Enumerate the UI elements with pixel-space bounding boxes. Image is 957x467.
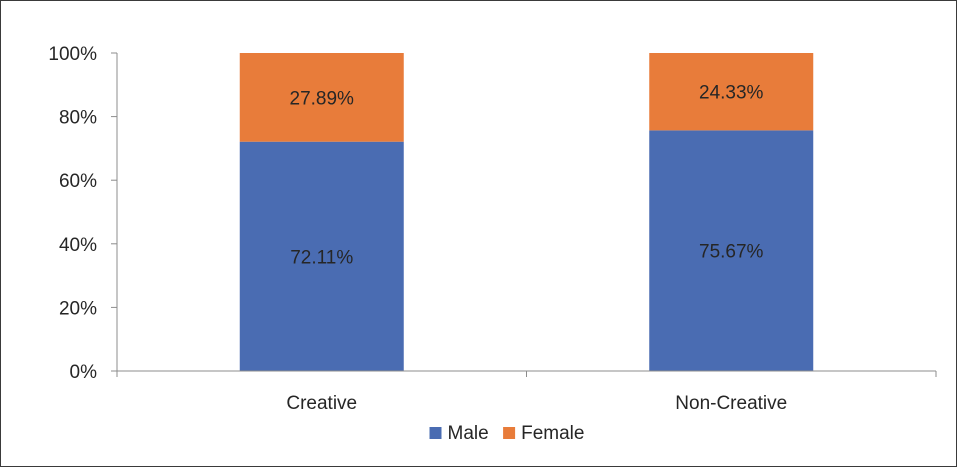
bar-male-creative [239,141,404,371]
legend-label-female: Female [521,423,584,444]
data-label-male: 72.11% [290,247,353,268]
y-axis: 0% 20% 40% 60% 80% 100% [48,44,118,383]
y-tick-label: 20% [59,298,97,319]
bar-male-non-creative [649,130,814,371]
legend-swatch-female [503,427,516,439]
y-tick-label: 80% [59,108,97,129]
y-tick-label: 60% [59,171,97,192]
bar-female-non-creative [649,53,814,131]
data-label-male: 75.67% [699,242,764,263]
data-label-female: 27.89% [290,88,355,109]
bars: 72.11% 27.89% 75.67% 24.33% [239,53,814,371]
x-category-label: Non-Creative [675,393,787,414]
legend: Male Female [429,423,584,444]
legend-swatch-male [429,427,442,439]
legend-label-male: Male [448,423,489,444]
y-tick-label: 100% [48,44,97,65]
y-tick-label: 0% [70,362,98,383]
y-tick-label: 40% [59,235,97,256]
x-category-label: Creative [286,393,357,414]
bar-female-creative [239,53,404,142]
x-axis: Creative Non-Creative [116,370,937,414]
data-label-female: 24.33% [699,83,764,104]
